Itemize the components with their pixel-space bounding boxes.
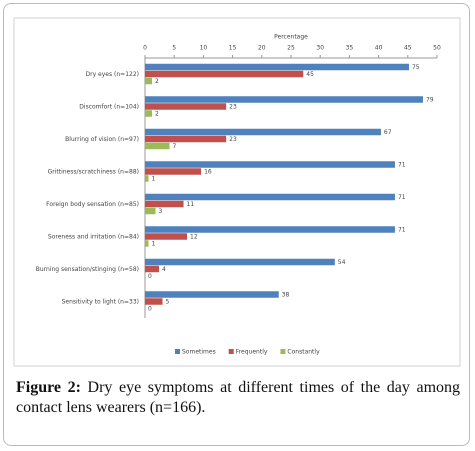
chart-border	[13, 17, 461, 367]
caption-label: Figure 2:	[16, 379, 81, 396]
data-label: 23	[229, 136, 237, 143]
legend-swatch	[228, 349, 234, 354]
bar	[145, 258, 335, 266]
data-label: 0	[148, 305, 152, 312]
bar	[145, 233, 188, 240]
data-label: 79	[426, 96, 434, 103]
bar	[145, 168, 202, 175]
data-label: 45	[306, 71, 314, 78]
x-tick-label: 20	[258, 45, 266, 52]
bar	[145, 175, 149, 182]
bar	[145, 161, 395, 168]
data-label: 71	[398, 194, 406, 201]
data-label: 71	[398, 161, 406, 168]
data-label: 1	[152, 240, 156, 247]
y-tick-label: Soreness and irritation (n=84)	[48, 233, 139, 240]
data-label: 3	[159, 208, 163, 215]
y-tick-label: Grittiness/scratchiness (n=88)	[48, 168, 139, 175]
legend-swatch	[175, 349, 180, 354]
data-label: 23	[229, 103, 237, 110]
data-label: 75	[412, 64, 420, 71]
x-tick-label: 15	[229, 45, 237, 52]
y-tick-label: Blurring of vision (n=97)	[65, 136, 139, 143]
y-tick-label: Foreign body sensation (n=85)	[46, 201, 139, 208]
bar	[145, 103, 227, 110]
x-tick-label: 0	[143, 45, 147, 52]
x-tick-label: 30	[316, 45, 324, 52]
data-label: 4	[162, 266, 166, 273]
x-axis-title: Percentage	[274, 34, 308, 41]
legend-label: Frequently	[236, 349, 268, 356]
x-tick-label: 35	[346, 45, 354, 52]
figure-frame	[3, 3, 470, 446]
bar	[145, 226, 395, 233]
legend-swatch	[280, 349, 286, 354]
x-tick-label: 50	[433, 45, 441, 52]
bar	[145, 265, 160, 273]
bar	[145, 135, 227, 143]
y-tick-label: Discomfort (n=104)	[79, 103, 139, 110]
x-tick-label: 10	[200, 45, 208, 52]
data-label: 12	[190, 233, 198, 240]
bar	[145, 200, 184, 208]
legend-label: Constantly	[287, 349, 320, 356]
data-label: 16	[204, 168, 212, 175]
y-tick-label: Sensitivity to light (n=33)	[62, 298, 139, 305]
bar	[145, 298, 163, 305]
bar	[145, 142, 170, 150]
bar	[145, 291, 279, 298]
y-tick-label: Dry eyes (n=122)	[86, 71, 139, 78]
bar	[145, 63, 409, 71]
x-tick-label: 45	[404, 45, 412, 52]
bar	[145, 77, 153, 85]
x-tick-label: 5	[172, 45, 176, 52]
data-label: 7	[173, 143, 177, 150]
caption-text: Dry eye symptoms at different times of t…	[16, 379, 461, 416]
data-label: 1	[152, 175, 156, 182]
data-label: 2	[155, 78, 159, 85]
data-label: 0	[148, 273, 152, 280]
bar	[145, 96, 423, 103]
bar	[145, 128, 381, 136]
data-label: 67	[384, 129, 392, 136]
x-tick-label: 25	[287, 45, 295, 52]
legend-label: Sometimes	[182, 349, 216, 356]
data-label: 38	[282, 291, 290, 298]
bar	[145, 193, 395, 201]
data-label: 11	[187, 201, 195, 208]
data-label: 71	[398, 226, 406, 233]
bar	[145, 70, 304, 78]
caption: Figure 2: Dry eye symptoms at different …	[16, 378, 460, 418]
data-label: 54	[338, 259, 346, 266]
x-tick-label: 40	[375, 45, 383, 52]
bar	[145, 240, 149, 247]
bar	[145, 110, 153, 117]
data-label: 2	[155, 110, 159, 117]
y-tick-label: Burning sensation/stinging (n=58)	[36, 266, 139, 273]
data-label: 5	[166, 298, 170, 305]
bar	[145, 207, 156, 215]
